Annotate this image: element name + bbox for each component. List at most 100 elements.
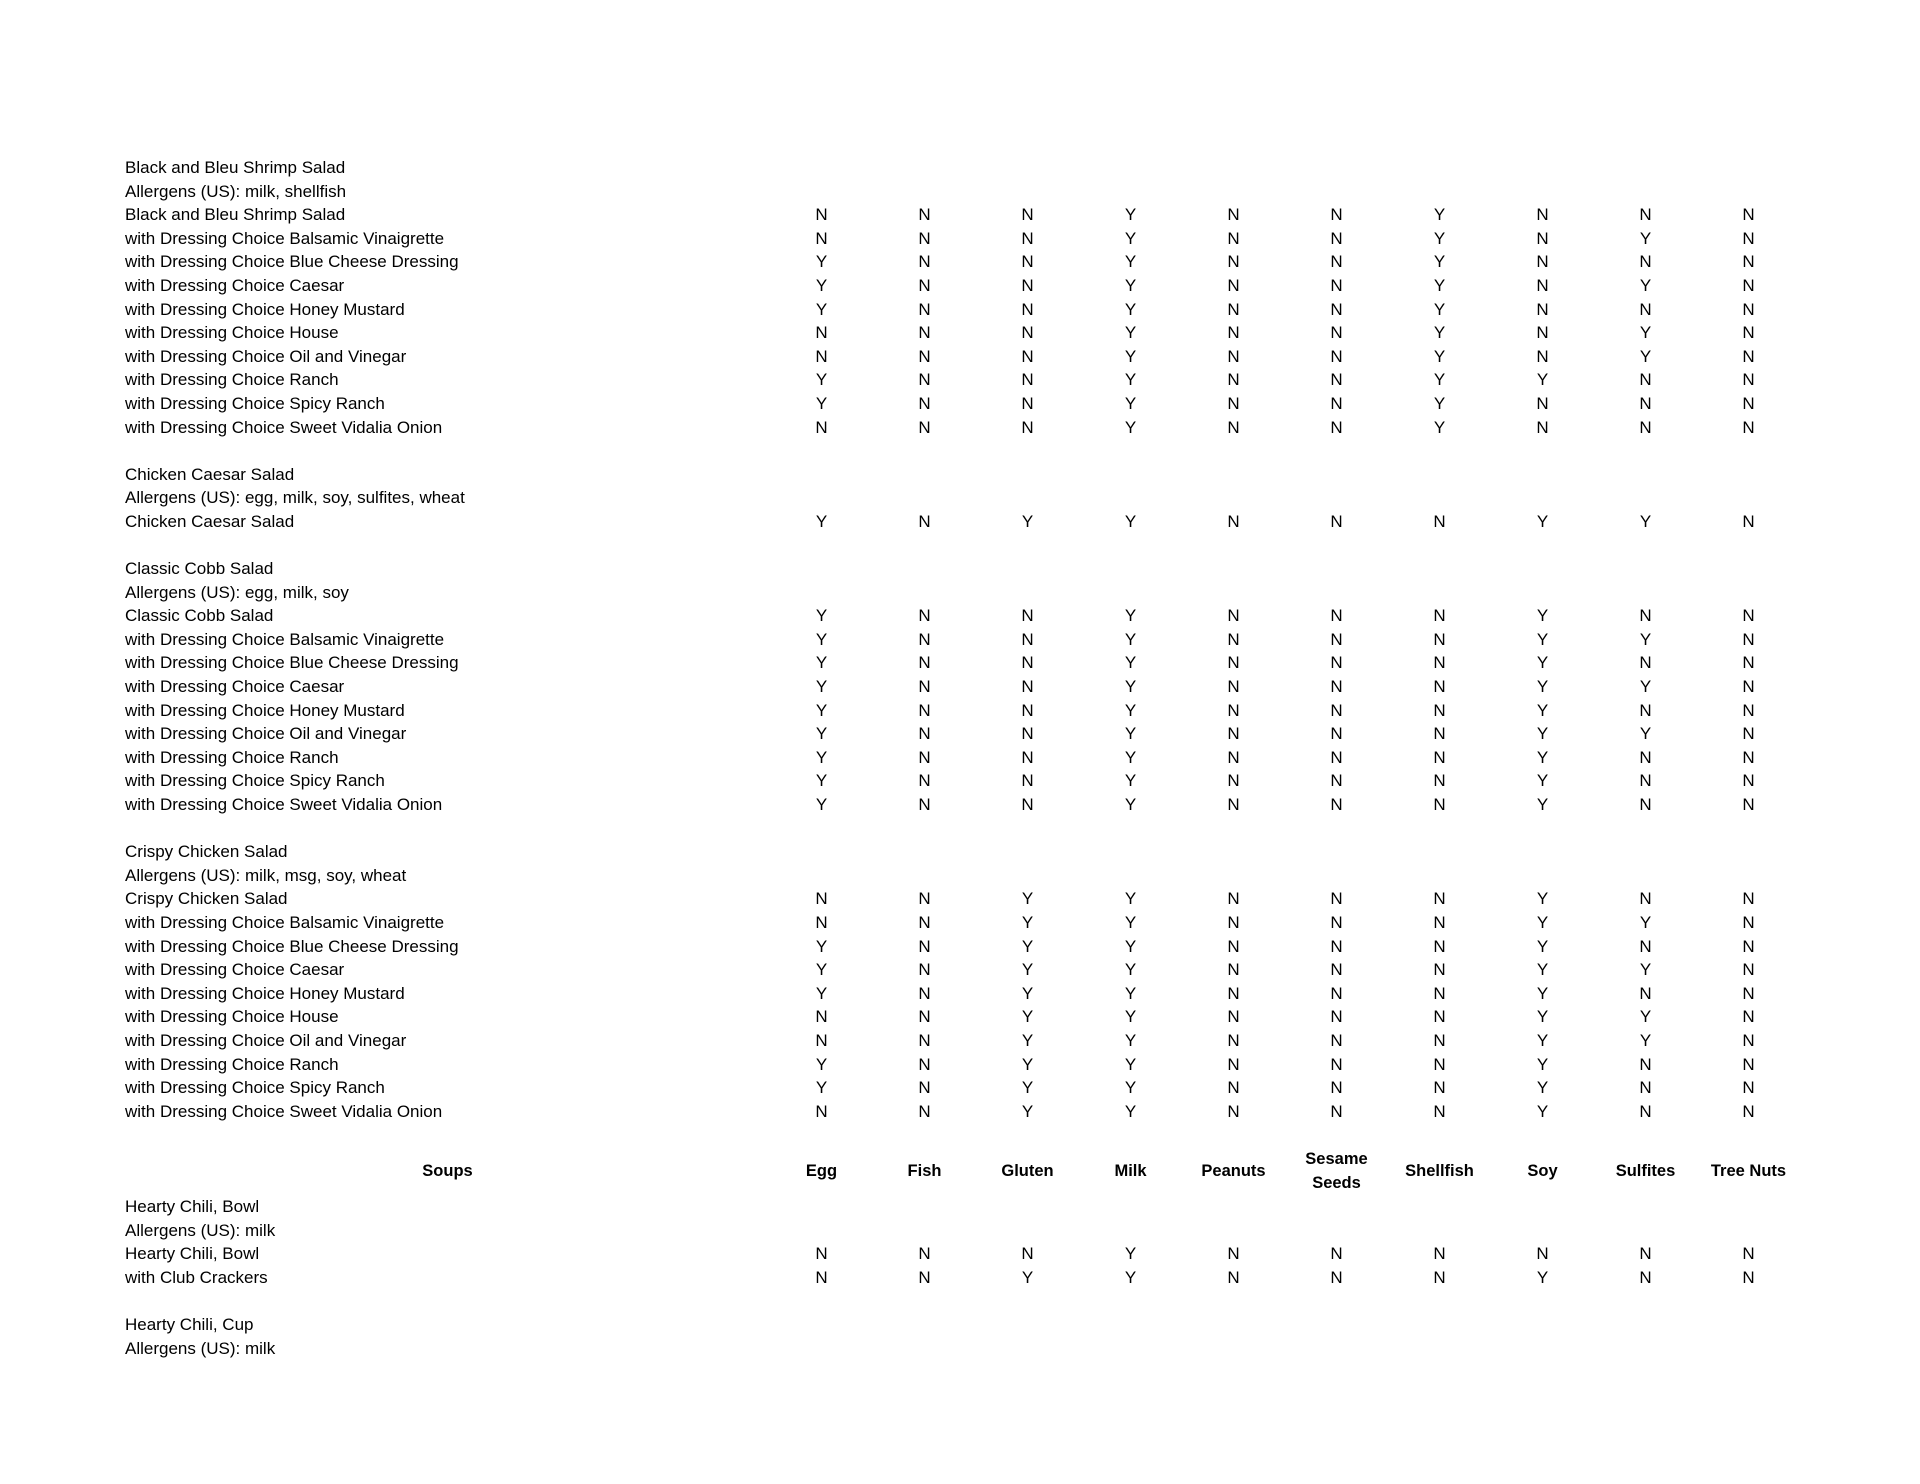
allergen-value: N xyxy=(918,299,931,319)
allergen-value: N xyxy=(1433,1101,1446,1121)
row-label: with Dressing Choice House xyxy=(125,323,339,343)
allergen-value: Y xyxy=(1124,889,1137,909)
allergen-value: N xyxy=(815,346,828,366)
allergen-value: N xyxy=(1433,700,1446,720)
allergen-value: N xyxy=(1227,936,1240,956)
allergen-value: N xyxy=(1742,1007,1755,1027)
allergen-value: N xyxy=(1536,417,1549,437)
allergen-value: Y xyxy=(1639,677,1652,697)
allergen-value: N xyxy=(1639,936,1652,956)
allergen-value: Y xyxy=(1021,1007,1034,1027)
allergen-value: N xyxy=(1227,1078,1240,1098)
allergen-value: Y xyxy=(815,252,828,272)
table-row: with Dressing Choice Oil and Vinegar N N Y Y… xyxy=(125,1029,1800,1053)
allergen-value: N xyxy=(1639,771,1652,791)
allergen-value: N xyxy=(1021,346,1034,366)
column-header-shellfish: Shellfish xyxy=(1405,1161,1474,1180)
allergen-value: N xyxy=(1021,700,1034,720)
allergen-value: Y xyxy=(1124,960,1137,980)
allergen-value: Y xyxy=(1021,960,1034,980)
allergen-value: Y xyxy=(1536,1078,1549,1098)
allergen-value: N xyxy=(918,323,931,343)
allergen-value: N xyxy=(1536,228,1549,248)
allergen-value: Y xyxy=(1124,417,1137,437)
allergen-value: Y xyxy=(1021,983,1034,1003)
allergen-value: N xyxy=(1536,205,1549,225)
allergen-value: N xyxy=(1639,393,1652,413)
allergen-value: N xyxy=(1021,724,1034,744)
table-row: Hearty Chili, Bowl N N N Y N N N N N N xyxy=(125,1242,1800,1266)
row-label: with Dressing Choice Oil and Vinegar xyxy=(125,346,407,366)
allergen-value: Y xyxy=(815,677,828,697)
row-label: with Dressing Choice Blue Cheese Dressin… xyxy=(125,936,459,956)
allergen-value: Y xyxy=(1433,252,1446,272)
menu-item-allergens: Allergens (US): milk, msg, soy, wheat xyxy=(125,865,407,885)
allergen-value: N xyxy=(918,1244,931,1264)
section-title-row: Hearty Chili, Bowl xyxy=(125,1195,1800,1219)
table-row: Crispy Chicken Salad N N Y Y N N N Y N N xyxy=(125,887,1800,911)
allergen-value: N xyxy=(1021,629,1034,649)
allergen-value: N xyxy=(1330,252,1343,272)
allergen-value: N xyxy=(918,1030,931,1050)
allergen-value: Y xyxy=(815,771,828,791)
allergen-value: N xyxy=(1021,205,1034,225)
allergen-value: Y xyxy=(1536,1030,1549,1050)
allergen-value: N xyxy=(918,983,931,1003)
column-header-soy: Soy xyxy=(1527,1161,1558,1180)
allergen-value: N xyxy=(1330,323,1343,343)
allergen-value: N xyxy=(1021,228,1034,248)
allergen-value: N xyxy=(1742,299,1755,319)
allergen-value: N xyxy=(1742,1244,1755,1264)
allergen-value: N xyxy=(918,653,931,673)
row-label: with Dressing Choice Honey Mustard xyxy=(125,299,405,319)
allergen-value: N xyxy=(1330,913,1343,932)
allergen-value: Y xyxy=(1021,1030,1034,1050)
allergen-value: Y xyxy=(1124,677,1137,697)
allergen-value: N xyxy=(1433,795,1446,815)
row-label: with Dressing Choice Balsamic Vinaigrett… xyxy=(125,913,445,932)
table-header-row: Soups Egg Fish Gluten Milk Peanuts Sesame Seed… xyxy=(125,1147,1800,1195)
column-header-sesame-seeds: Sesame Seeds xyxy=(1305,1149,1368,1192)
row-label: with Dressing Choice Blue Cheese Dressin… xyxy=(125,653,459,673)
allergen-value: N xyxy=(1742,795,1755,815)
section-allergens-row: Allergens (US): milk xyxy=(125,1337,1800,1361)
menu-item-allergens: Allergens (US): milk, shellfish xyxy=(125,181,347,201)
allergen-value: N xyxy=(1227,700,1240,720)
allergen-value: N xyxy=(1742,370,1755,390)
allergen-value: N xyxy=(1330,983,1343,1003)
allergen-value: N xyxy=(918,1101,931,1121)
row-label: with Dressing Choice Spicy Ranch xyxy=(125,393,385,413)
allergen-value: N xyxy=(1021,677,1034,697)
row-label: with Dressing Choice Ranch xyxy=(125,747,339,767)
allergen-value: Y xyxy=(1124,1030,1137,1050)
table-row: with Dressing Choice Spicy Ranch Y N Y Y N N N Y… xyxy=(125,1076,1800,1100)
allergen-value: Y xyxy=(1124,747,1137,767)
row-label: with Dressing Choice Honey Mustard xyxy=(125,700,405,720)
row-label: with Dressing Choice Balsamic Vinaigrett… xyxy=(125,629,445,649)
allergen-value: N xyxy=(1742,228,1755,248)
row-label: with Dressing Choice Ranch xyxy=(125,370,339,390)
allergen-value: N xyxy=(918,1078,931,1098)
allergen-value: Y xyxy=(1021,889,1034,909)
allergen-value: N xyxy=(1433,1078,1446,1098)
allergen-value: Y xyxy=(815,1078,828,1098)
section-title-row: Chicken Caesar Salad xyxy=(125,463,1800,487)
allergen-value: Y xyxy=(1124,771,1137,791)
allergen-value: N xyxy=(1330,653,1343,673)
allergen-value: N xyxy=(918,417,931,437)
allergen-value: N xyxy=(1021,299,1034,319)
allergen-value: N xyxy=(918,1267,931,1287)
menu-item-title: Hearty Chili, Cup xyxy=(125,1314,254,1334)
allergen-value: N xyxy=(1742,653,1755,673)
allergen-value: Y xyxy=(1536,960,1549,980)
allergen-value: N xyxy=(1639,983,1652,1003)
allergen-table: Black and Bleu Shrimp Salad Allergens (US… xyxy=(125,156,1800,1384)
allergen-value: Y xyxy=(1433,393,1446,413)
allergen-value: Y xyxy=(815,393,828,413)
allergen-value: Y xyxy=(1536,370,1549,390)
allergen-value: N xyxy=(1330,1101,1343,1121)
row-label: Crispy Chicken Salad xyxy=(125,889,288,909)
allergen-value: Y xyxy=(1536,677,1549,697)
allergen-value: N xyxy=(1433,1054,1446,1074)
table-row: with Dressing Choice House N N N Y N N Y N Y N xyxy=(125,321,1800,345)
